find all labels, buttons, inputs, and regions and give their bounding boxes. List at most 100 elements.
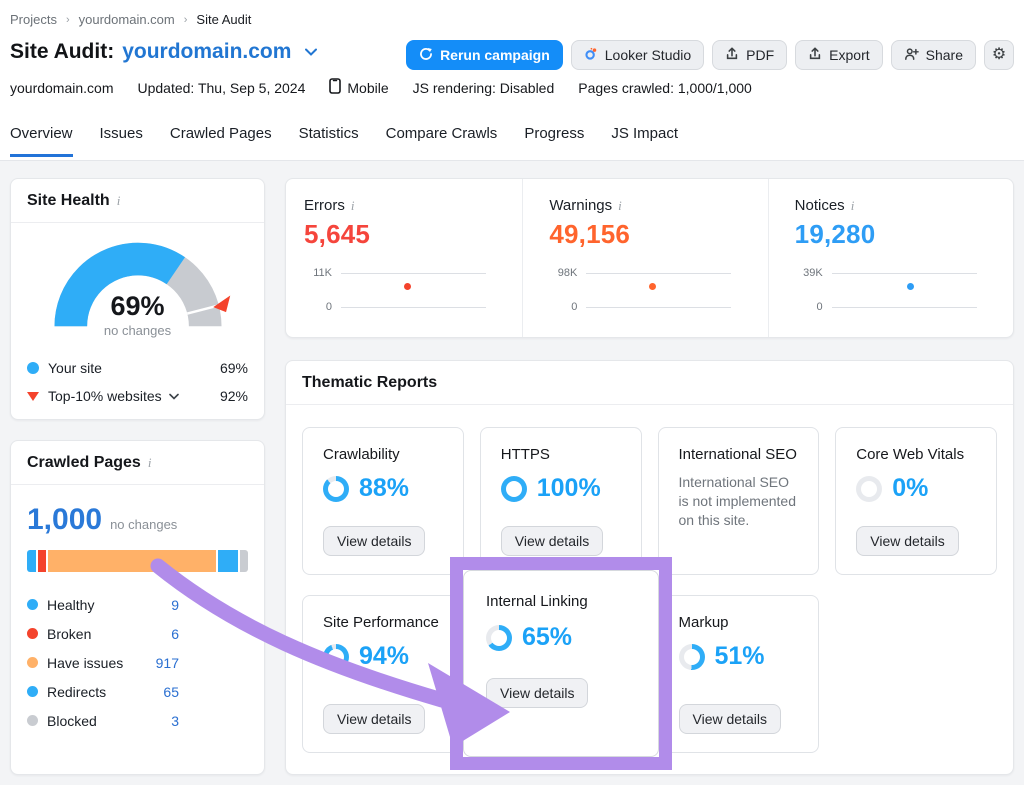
score-donut xyxy=(323,475,349,502)
errors-count[interactable]: 5,645 xyxy=(304,219,371,249)
card-international-seo: International SEO International SEO is n… xyxy=(657,427,820,575)
score-donut xyxy=(678,643,705,670)
meta-pages-crawled: Pages crawled: 1,000/1,000 xyxy=(578,79,752,96)
pdf-button[interactable]: PDF xyxy=(712,40,788,70)
bar-segment-broken[interactable] xyxy=(38,550,46,572)
mobile-phone-icon xyxy=(329,78,342,97)
card-title: Crawlability xyxy=(323,446,400,463)
card-title: Internal Linking xyxy=(486,593,588,610)
site-health-header: Site Health i xyxy=(11,179,264,223)
score-donut xyxy=(486,624,512,651)
info-icon[interactable]: i xyxy=(850,197,855,213)
legend-label: Have issues xyxy=(47,654,124,671)
legend-value-link[interactable]: 9 xyxy=(171,596,179,613)
score-value: 94% xyxy=(359,642,410,670)
info-icon[interactable]: i xyxy=(147,455,152,470)
score-value: 88% xyxy=(359,474,410,502)
info-icon[interactable]: i xyxy=(350,197,355,213)
legend-label: Top-10% websites xyxy=(48,388,162,404)
orange-dot-icon xyxy=(27,657,38,668)
rerun-campaign-button[interactable]: Rerun campaign xyxy=(406,40,563,70)
bar-segment-blocked[interactable] xyxy=(240,550,248,572)
gauge-center: 69% no changes xyxy=(42,291,234,338)
legend-row-your-site: Your site 69% xyxy=(27,354,248,382)
info-icon[interactable]: i xyxy=(618,197,622,213)
card-title: Markup xyxy=(678,614,729,631)
meta-js-rendering: JS rendering: Disabled xyxy=(412,79,555,96)
notices-count[interactable]: 19,280 xyxy=(794,219,876,249)
card-site-performance: Site Performance 94% View details xyxy=(302,595,464,753)
highlight-box: Internal Linking 65% View details xyxy=(450,557,672,770)
site-health-legend: Your site 69% Top-10% websites 92% xyxy=(27,354,248,410)
refresh-icon xyxy=(419,47,433,64)
meta-device: Mobile xyxy=(329,78,389,97)
legend-label: Broken xyxy=(47,625,92,642)
warnings-count[interactable]: 49,156 xyxy=(549,219,631,249)
legend-value-link[interactable]: 917 xyxy=(155,654,179,671)
crawled-pages-legend: Healthy 9 Broken 6 Have issues 917 Redir… xyxy=(27,590,179,735)
crawled-pages-change: no changes xyxy=(110,517,178,532)
axis-max-label: 11K xyxy=(313,267,332,279)
notices-data-point xyxy=(906,283,914,290)
upload-icon xyxy=(808,46,822,64)
tab-progress[interactable]: Progress xyxy=(524,125,585,142)
breadcrumb-projects[interactable]: Projects xyxy=(10,12,57,27)
tab-crawled-pages[interactable]: Crawled Pages xyxy=(169,125,272,142)
share-button[interactable]: Share xyxy=(890,40,976,70)
chevron-down-icon[interactable] xyxy=(168,393,179,400)
red-triangle-icon xyxy=(27,391,39,401)
legend-value: 92% xyxy=(219,388,248,404)
view-details-button[interactable]: View details xyxy=(500,526,604,556)
view-details-button[interactable]: View details xyxy=(323,526,426,556)
errors-column: Errors i 5,645 11K 0 xyxy=(286,179,522,337)
score-donut xyxy=(323,643,349,670)
legend-row-have-issues: Have issues 917 xyxy=(27,648,179,677)
legend-value-link[interactable]: 3 xyxy=(171,712,179,729)
bar-segment-have-issues[interactable] xyxy=(48,550,216,572)
legend-row-benchmark: Top-10% websites 92% xyxy=(27,382,248,410)
tab-js-impact[interactable]: JS Impact xyxy=(611,125,679,142)
tab-overview[interactable]: Overview xyxy=(10,125,73,157)
view-details-button[interactable]: View details xyxy=(678,704,781,734)
legend-value-link[interactable]: 65 xyxy=(163,683,179,700)
crawled-pages-stacked-bar[interactable] xyxy=(27,550,248,572)
view-details-button[interactable]: View details xyxy=(486,678,589,708)
tab-compare-crawls[interactable]: Compare Crawls xyxy=(385,125,498,142)
blue-dot-icon xyxy=(27,362,39,374)
upload-icon xyxy=(725,46,739,64)
view-details-button[interactable]: View details xyxy=(856,526,959,556)
tab-issues[interactable]: Issues xyxy=(99,125,143,142)
bar-segment-redirects[interactable] xyxy=(218,550,238,572)
chevron-down-icon xyxy=(305,48,318,56)
score-donut xyxy=(856,475,883,502)
domain-selector[interactable]: yourdomain.com xyxy=(122,40,318,64)
legend-value-link[interactable]: 6 xyxy=(171,625,179,642)
legend-row-broken: Broken 6 xyxy=(27,619,179,648)
score-donut xyxy=(500,475,527,502)
axis-max-label: 39K xyxy=(803,267,823,279)
legend-row-blocked: Blocked 3 xyxy=(27,706,179,735)
tab-statistics[interactable]: Statistics xyxy=(298,125,359,142)
settings-button[interactable]: ⚙ xyxy=(984,40,1014,70)
looker-studio-button[interactable]: Looker Studio xyxy=(570,40,705,70)
gear-icon: ⚙ xyxy=(991,46,1007,63)
export-button[interactable]: Export xyxy=(795,40,883,70)
notices-column: Notices i 19,280 39K 0 xyxy=(767,179,1013,337)
axis-max-label: 98K xyxy=(557,267,578,279)
crawled-pages-panel: Crawled Pages i 1,000 no changes Healthy… xyxy=(10,440,265,775)
breadcrumb-domain[interactable]: yourdomain.com xyxy=(78,12,175,27)
looker-studio-icon xyxy=(584,47,598,64)
breadcrumb-site-audit: Site Audit xyxy=(196,12,252,27)
breadcrumb: Projects › yourdomain.com › Site Audit xyxy=(10,12,251,27)
crawled-pages-header: Crawled Pages i xyxy=(11,441,264,485)
warnings-data-point xyxy=(649,283,657,290)
bar-segment-healthy[interactable] xyxy=(27,550,36,572)
info-icon[interactable]: i xyxy=(116,193,121,208)
thematic-reports-header: Thematic Reports xyxy=(286,361,1013,405)
card-title: Site Performance xyxy=(323,614,439,631)
red-dot-icon xyxy=(27,628,38,639)
view-details-button[interactable]: View details xyxy=(323,704,426,734)
card-title: HTTPS xyxy=(500,446,550,463)
legend-row-healthy: Healthy 9 xyxy=(27,590,179,619)
page-title: Site Audit: xyxy=(10,40,115,63)
